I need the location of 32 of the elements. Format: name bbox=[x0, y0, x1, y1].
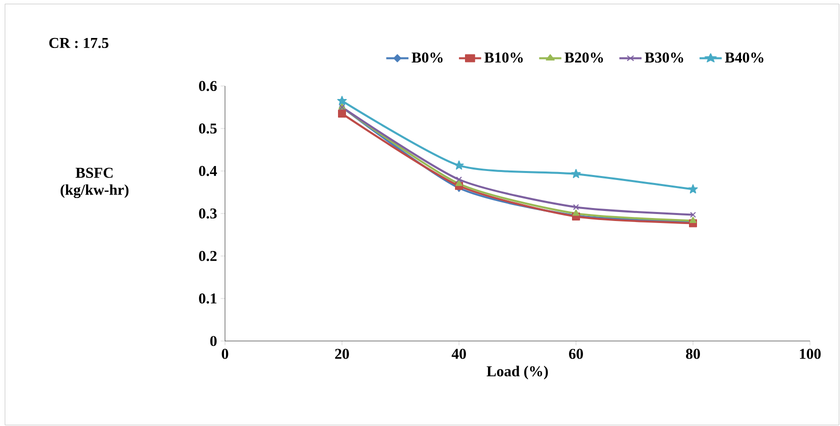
x-tick-label: 100 bbox=[800, 348, 821, 359]
y-tick-label: 0 bbox=[210, 336, 217, 346]
point bbox=[338, 110, 346, 118]
y-tick-label: 0.5 bbox=[199, 123, 217, 134]
point bbox=[571, 168, 581, 178]
y-tick-label: 0.6 bbox=[199, 80, 217, 92]
y-tick-label: 0.2 bbox=[199, 250, 217, 262]
legend-label: B30% bbox=[644, 52, 684, 63]
x-tick-label: 0 bbox=[222, 348, 228, 359]
x-tick-label: 20 bbox=[335, 348, 349, 359]
point bbox=[573, 204, 579, 210]
text: CR : 17.5 bbox=[49, 38, 108, 48]
point bbox=[456, 176, 462, 182]
point bbox=[337, 96, 347, 106]
y-tick-label: 0.3 bbox=[199, 208, 217, 219]
x-tick-label: 40 bbox=[452, 348, 466, 359]
y-tick-label: 0.4 bbox=[199, 166, 217, 176]
point bbox=[455, 180, 463, 186]
legend-label: B0% bbox=[412, 52, 443, 63]
point bbox=[688, 184, 698, 194]
x-tick-label: 80 bbox=[686, 348, 700, 359]
x-axis-title: Load (%) bbox=[486, 366, 548, 380]
y-axis-title: BSFC (kg/kw-hr) bbox=[60, 168, 128, 198]
legend-label: B20% bbox=[564, 52, 603, 63]
point bbox=[572, 210, 580, 216]
point bbox=[454, 160, 464, 170]
legend-label: B40% bbox=[724, 52, 764, 63]
point bbox=[690, 212, 696, 218]
point bbox=[689, 216, 697, 223]
y-tick-label: 0.1 bbox=[199, 293, 216, 304]
legend-label: B10% bbox=[484, 52, 523, 63]
x-tick-label: 60 bbox=[569, 348, 583, 359]
